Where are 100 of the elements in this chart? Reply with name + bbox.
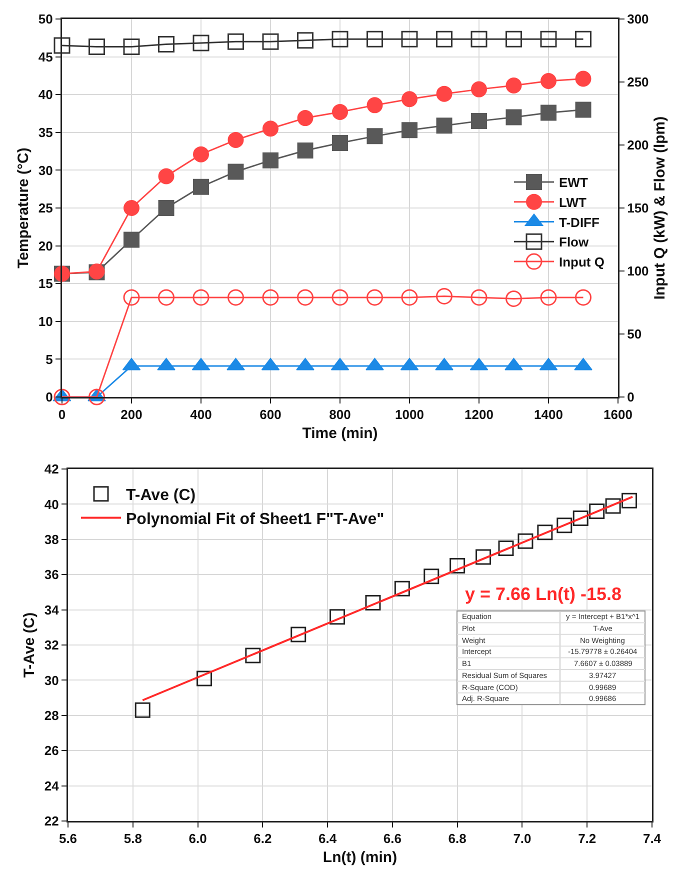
point — [575, 70, 592, 87]
legend-label: Flow — [559, 234, 590, 250]
point — [471, 113, 487, 130]
y-axis-title: Temperature (°C) — [14, 148, 32, 268]
y-tick-label: 30 — [38, 162, 53, 178]
point — [158, 168, 174, 184]
y-tick-label: 50 — [38, 12, 53, 27]
point — [54, 37, 70, 54]
y-tick-label: 26 — [44, 743, 59, 758]
y-tick-label: 32 — [44, 638, 59, 653]
point — [228, 289, 244, 306]
legend-label: T-DIFF — [559, 214, 600, 230]
point — [556, 518, 572, 534]
point — [297, 32, 314, 49]
x-tick-label: 600 — [260, 407, 282, 422]
point — [193, 178, 209, 195]
point — [605, 498, 621, 514]
point — [196, 670, 212, 686]
point — [506, 78, 522, 94]
point — [228, 33, 244, 50]
y2-tick-label: 200 — [627, 138, 649, 153]
point — [436, 30, 452, 48]
point — [470, 30, 488, 48]
point — [245, 648, 261, 664]
y2-tick-label: 100 — [627, 264, 649, 279]
x-tick-label: 6.6 — [383, 831, 402, 846]
point — [332, 134, 348, 151]
point — [366, 97, 383, 114]
point — [622, 492, 638, 508]
point — [589, 503, 605, 519]
annotation: y = 7.66 Ln(t) -15.8 — [465, 584, 622, 604]
y-tick-label: 35 — [38, 124, 53, 140]
y-tick-label: 30 — [44, 672, 59, 688]
point — [506, 290, 522, 307]
y2-tick-label: 50 — [627, 326, 642, 342]
point — [506, 30, 522, 48]
point — [290, 626, 306, 642]
point — [262, 289, 279, 306]
point — [401, 30, 418, 48]
x-tick-label: 1400 — [534, 407, 563, 422]
point — [394, 580, 410, 596]
point — [471, 81, 487, 98]
point — [540, 30, 557, 48]
y-tick-label: 10 — [38, 314, 53, 329]
point — [332, 30, 348, 48]
y-tick-label: 24 — [44, 778, 60, 794]
y-tick-label: 20 — [38, 238, 53, 254]
x-tick-label: 200 — [120, 407, 142, 422]
y-tick-label: 36 — [44, 567, 59, 582]
point — [158, 289, 174, 306]
x-tick-label: 1000 — [395, 407, 424, 422]
point — [575, 289, 592, 306]
point — [124, 232, 140, 248]
point — [297, 289, 314, 306]
point — [450, 558, 466, 574]
point — [498, 540, 514, 556]
point — [54, 388, 70, 406]
point — [575, 102, 592, 118]
y2-axis-title: Input Q (kW) & Flow (lpm) — [652, 116, 669, 300]
legend-label: Polynomial Fit of Sheet1 F"T-Ave" — [126, 510, 384, 528]
point — [158, 200, 174, 216]
point — [540, 104, 556, 121]
point — [332, 104, 348, 120]
x-axis-title: Time (min) — [302, 424, 378, 442]
y-tick-label: 22 — [44, 814, 59, 829]
point — [518, 533, 534, 549]
point — [470, 289, 488, 306]
point — [436, 86, 452, 102]
y-tick-label: 15 — [38, 276, 53, 292]
point — [228, 164, 244, 180]
legend-label: T-Ave (C) — [126, 487, 196, 504]
y-tick-label: 34 — [44, 602, 60, 618]
point — [123, 289, 140, 306]
point — [88, 388, 105, 406]
point — [436, 288, 452, 304]
y2-tick-label: 150 — [627, 200, 649, 216]
legend-label: LWT — [559, 194, 586, 210]
x-tick-label: 1600 — [604, 407, 632, 422]
point — [540, 289, 557, 306]
point — [297, 142, 314, 159]
y-axis-title: T-Ave (C) — [20, 612, 38, 678]
point — [402, 91, 418, 108]
point — [158, 36, 174, 52]
point — [365, 595, 381, 611]
y2-tick-label: 250 — [627, 74, 649, 90]
point — [193, 146, 209, 162]
x-tick-label: 7.2 — [578, 831, 596, 846]
point — [366, 128, 383, 144]
x-tick-label: 5.8 — [124, 831, 142, 846]
point — [402, 122, 418, 138]
x-tick-label: 5.6 — [58, 831, 78, 846]
legend-label: EWT — [559, 175, 588, 190]
point — [123, 38, 140, 55]
point — [330, 609, 346, 625]
x-axis-title: Ln(t) (min) — [322, 848, 398, 866]
x-tick-label: 800 — [329, 407, 351, 422]
point — [506, 109, 522, 126]
point — [424, 568, 440, 584]
point — [540, 72, 556, 89]
point — [476, 549, 492, 565]
